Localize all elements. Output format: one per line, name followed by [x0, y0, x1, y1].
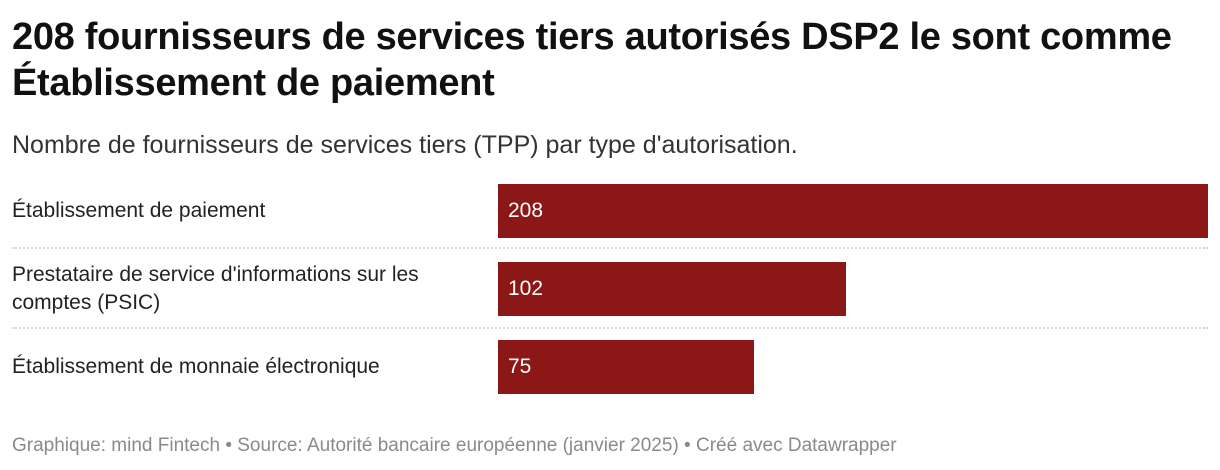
category-label: Prestataire de service d'informations su…: [12, 263, 419, 314]
chart-footer: Graphique: mind Fintech • Source: Autori…: [12, 435, 897, 456]
bar: 208: [498, 184, 1208, 238]
row-divider: [12, 327, 1208, 329]
category-label: Établissement de monnaie électronique: [12, 355, 380, 378]
chart-title: 208 fournisseurs de services tiers autor…: [12, 16, 1172, 104]
bar: 102: [498, 262, 846, 316]
bar-value-label: 75: [508, 355, 532, 378]
chart-subtitle: Nombre de fournisseurs de services tiers…: [12, 131, 798, 159]
row-divider: [12, 247, 1208, 249]
bar-value-label: 208: [508, 199, 544, 222]
category-label: Établissement de paiement: [12, 199, 266, 222]
bar-value-label: 102: [508, 277, 544, 300]
bar: 75: [498, 340, 754, 394]
